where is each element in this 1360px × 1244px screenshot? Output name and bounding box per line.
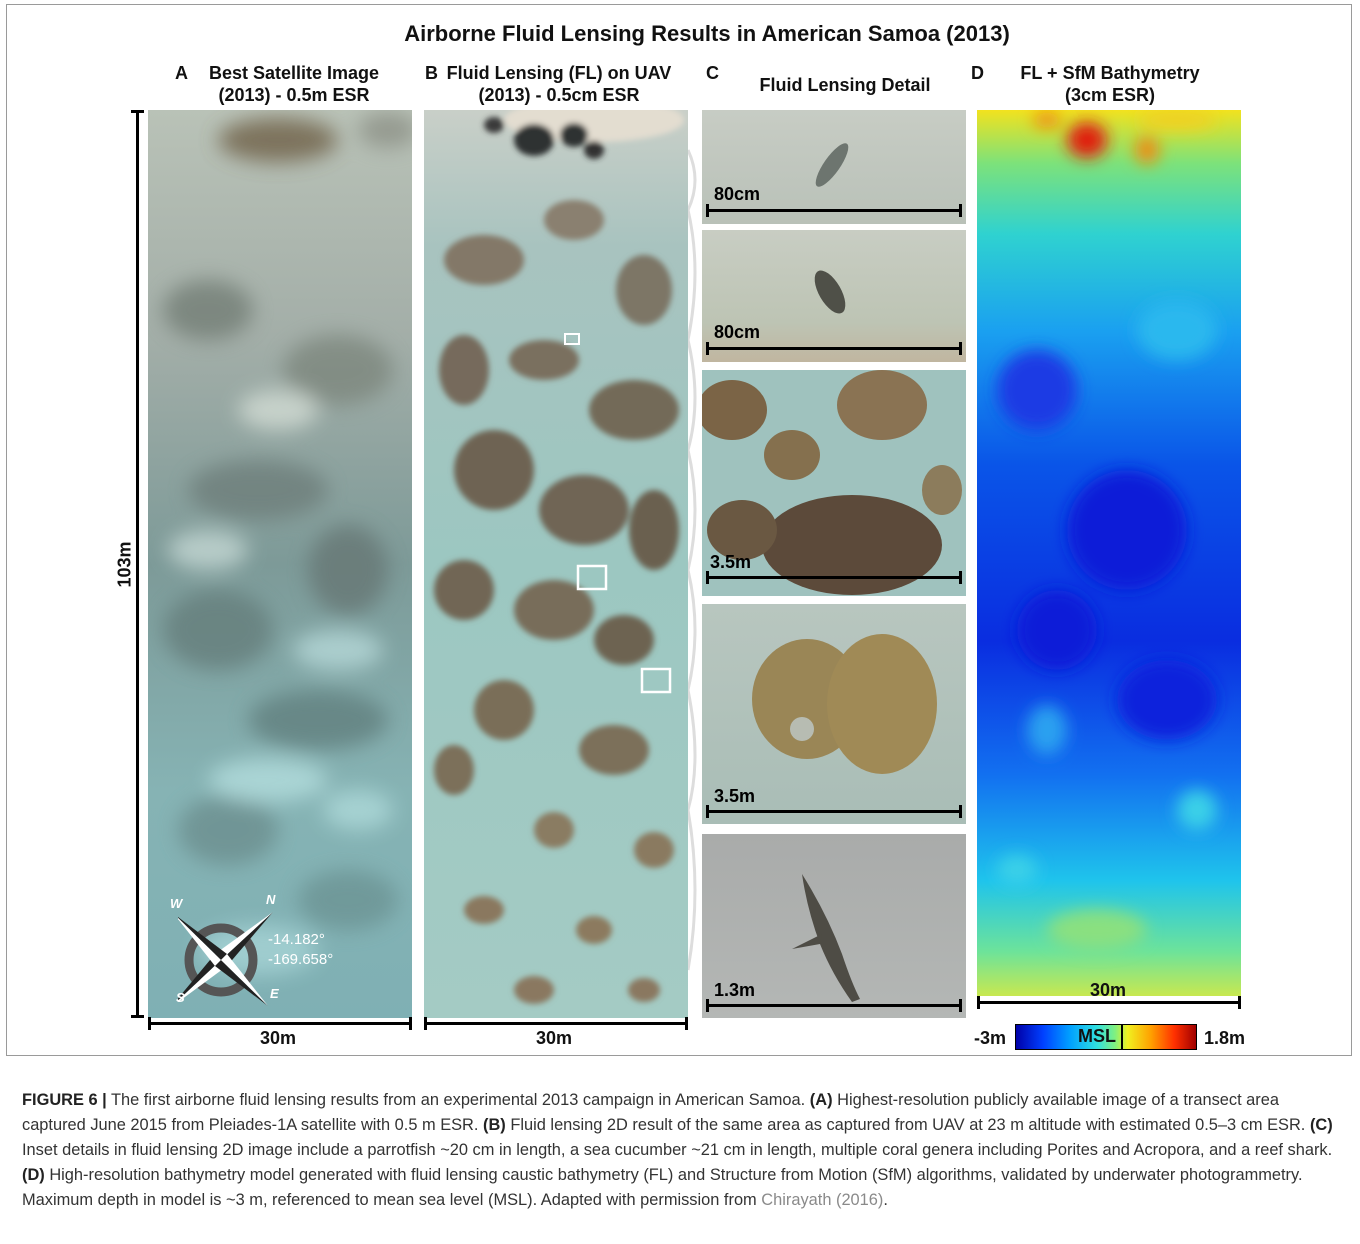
inset-reef-shark (702, 834, 966, 1018)
caption-d-tag: (D) (22, 1166, 45, 1184)
panel-b-scale-bar (424, 1017, 688, 1030)
uav-fluid-lensing-image (424, 110, 688, 1018)
panel-a-scale-label: 30m (260, 1028, 297, 1048)
colorbar-mid-label: MSL (1078, 1026, 1116, 1046)
caption-end: . (883, 1191, 888, 1209)
panel-c-letter: C (706, 63, 719, 83)
inset-parrotfish (702, 110, 966, 224)
satellite-image: N W S E -14.182° -169.658° (148, 110, 412, 1018)
vertical-scale-bar (131, 110, 144, 1018)
inset-3-scale-bar (706, 571, 962, 584)
caption-label: FIGURE 6 | (22, 1091, 107, 1109)
caption-a-text: Highest-resolution publicly available im… (22, 1091, 1279, 1134)
panel-c-heading: Fluid Lensing Detail (759, 75, 931, 95)
caption-a-tag: (A) (809, 1091, 833, 1109)
panel-d-heading: FL + SfM Bathymetry (3cm ESR) (1020, 63, 1200, 105)
caption-intro: The first airborne fluid lensing results… (111, 1091, 806, 1109)
panel-a-heading: Best Satellite Image (2013) - 0.5m ESR (208, 63, 380, 105)
inset-connectors (688, 149, 697, 971)
inset-5-label: 1.3m (714, 980, 756, 1000)
coordinate-lon: -169.658° (268, 951, 334, 968)
panel-d-scale-bar (977, 996, 1241, 1009)
compass-n: N (266, 892, 276, 907)
caption-b-text: Fluid lensing 2D result of the same area… (510, 1116, 1306, 1134)
compass-s: S (176, 990, 185, 1005)
bathymetry-colorbar: MSL (1015, 1024, 1197, 1050)
inset-1-scale-bar (706, 204, 962, 217)
inset-2-scale-bar (706, 342, 962, 355)
figure-caption: FIGURE 6 | The first airborne fluid lens… (22, 1088, 1342, 1213)
figure-title: Airborne Fluid Lensing Results in Americ… (404, 21, 1010, 46)
caption-citation-link[interactable]: Chirayath (2016) (761, 1191, 884, 1209)
inset-2-label: 80cm (714, 322, 761, 342)
inset-sea-cucumber (702, 230, 966, 362)
caption-c-tag: (C) (1309, 1116, 1333, 1134)
panel-d-scale-label: 30m (1090, 980, 1127, 1000)
inset-coral-porites (702, 370, 966, 596)
colorbar-min-label: -3m (974, 1028, 1007, 1048)
caption-b-tag: (B) (483, 1116, 506, 1134)
inset-4-scale-bar (706, 805, 962, 818)
bathymetry-map (977, 110, 1241, 996)
compass-rose-icon (178, 912, 273, 1006)
inset-3-label: 3.5m (710, 552, 752, 572)
caption-d-text: High-resolution bathymetry model generat… (22, 1166, 1303, 1209)
compass-w: W (170, 896, 183, 911)
caption-c-text: Inset details in fluid lensing 2D image … (22, 1141, 1333, 1159)
vertical-scale-label: 103m (114, 541, 135, 588)
panel-a-scale-bar (148, 1017, 412, 1030)
panel-b-heading: Fluid Lensing (FL) on UAV (2013) - 0.5cm… (446, 63, 672, 105)
panel-d-letter: D (971, 63, 984, 83)
inset-1-label: 80cm (714, 184, 761, 204)
inset-4-label: 3.5m (714, 786, 756, 806)
inset-5-scale-bar (706, 999, 962, 1012)
inset-coral-acropora (702, 604, 966, 824)
colorbar-max-label: 1.8m (1204, 1028, 1246, 1048)
figure-frame (6, 4, 1352, 1056)
panel-b-letter: B (425, 63, 438, 83)
panel-b-scale-label: 30m (536, 1028, 573, 1048)
compass-e: E (270, 986, 279, 1001)
coordinate-lat: -14.182° (268, 931, 325, 948)
panel-a-letter: A (175, 63, 188, 83)
